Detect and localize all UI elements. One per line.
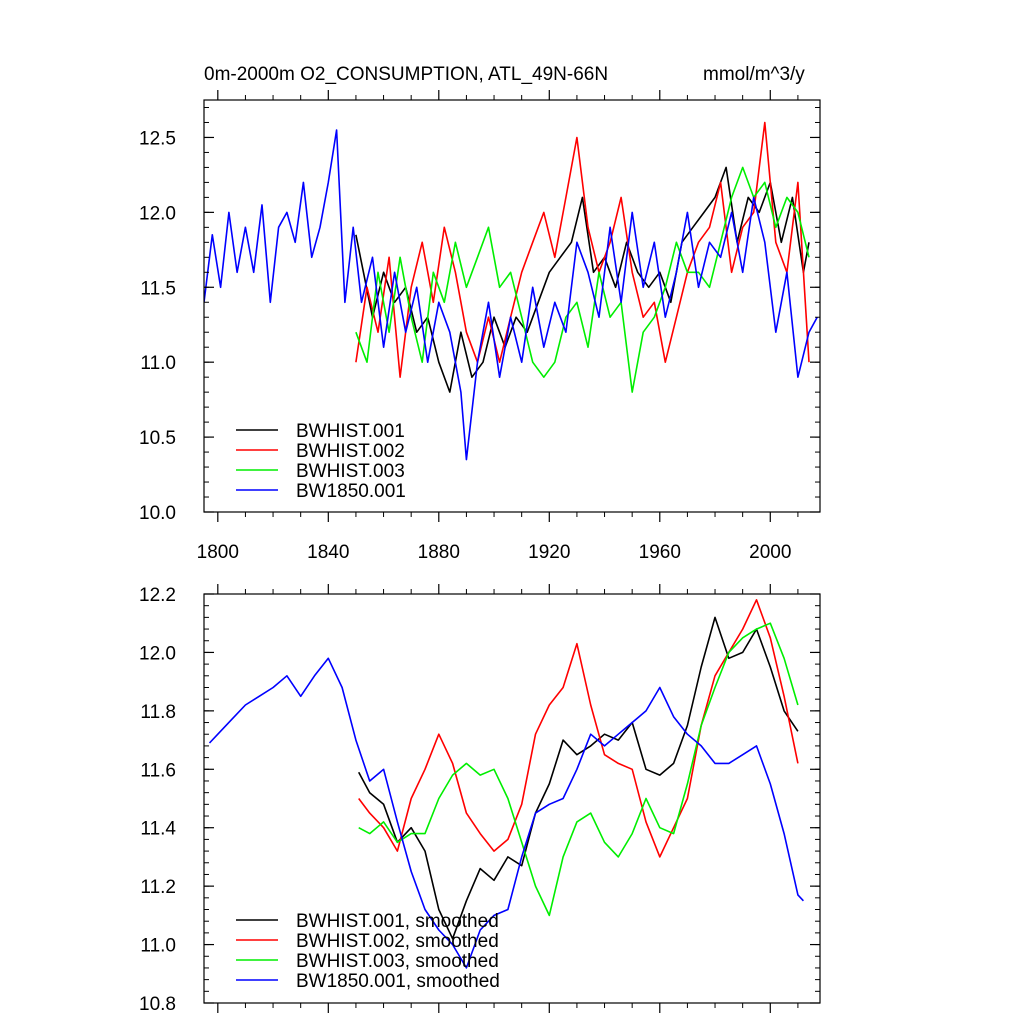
y-tick-label: 12.2	[139, 585, 176, 606]
legend-label: BWHIST.003	[296, 461, 405, 482]
y-tick-label: 10.5	[139, 428, 176, 449]
bottom-panel-smoothed: 10.8 11.0 11.2 11.4 11.6 11.8 12.0 12.2 BWHIST.0…	[139, 584, 821, 1015]
series-line-bwhist-001	[355, 166, 810, 393]
y-tick-label: 11.4	[140, 819, 176, 840]
plot-title: 0m-2000m O2_CONSUMPTION, ATL_49N-66N	[204, 64, 609, 85]
series-group	[208, 598, 804, 969]
legend-label: BWHIST.002, smoothed	[296, 931, 499, 952]
series-line-bw1850-001	[204, 129, 818, 461]
y-tick-label: 11.8	[140, 702, 176, 723]
y-tick-label: 11.5	[140, 278, 176, 299]
legend-label: BWHIST.001, smoothed	[296, 911, 499, 932]
y-tick-label: 11.0	[140, 936, 176, 957]
y-tick-label: 12.0	[139, 643, 176, 664]
x-tick-label: 1840	[307, 542, 349, 563]
x-tick-label: 2000	[749, 542, 791, 563]
x-tick-label: 1960	[639, 542, 681, 563]
plot-frame	[203, 99, 821, 513]
legend-label: BWHIST.003, smoothed	[296, 951, 499, 972]
plot-frame	[203, 593, 821, 1004]
series-line-bwhist-001-smoothed	[357, 616, 799, 940]
legend-label: BW1850.001	[296, 481, 406, 502]
y-tick-label: 11.0	[140, 353, 176, 374]
y-tick-label: 11.2	[140, 877, 176, 898]
plot-units: mmol/m^3/y	[703, 64, 805, 85]
legend-label: BWHIST.002	[296, 441, 405, 462]
y-tick-label: 10.8	[139, 994, 176, 1015]
series-group	[204, 121, 818, 461]
y-tick-label: 12.5	[139, 128, 176, 149]
series-line-bwhist-002-smoothed	[358, 598, 799, 858]
series-line-bw1850-001-smoothed	[208, 657, 804, 969]
x-tick-label: 1920	[528, 542, 570, 563]
x-tick-label: 1800	[197, 542, 239, 563]
y-tick-label: 12.0	[139, 203, 176, 224]
y-tick-label: 10.0	[139, 503, 176, 524]
series-line-bwhist-003-smoothed	[358, 622, 799, 917]
top-panel-raw: 10.0 10.5 11.0 11.5 12.0 12.5 1800 1840 1880 1920…	[139, 90, 821, 563]
series-line-bwhist-003	[355, 166, 810, 393]
y-tick-label: 11.6	[140, 760, 176, 781]
legend-label: BWHIST.001	[296, 421, 405, 442]
legend-label: BW1850.001, smoothed	[296, 971, 500, 992]
x-tick-label: 1880	[418, 542, 460, 563]
